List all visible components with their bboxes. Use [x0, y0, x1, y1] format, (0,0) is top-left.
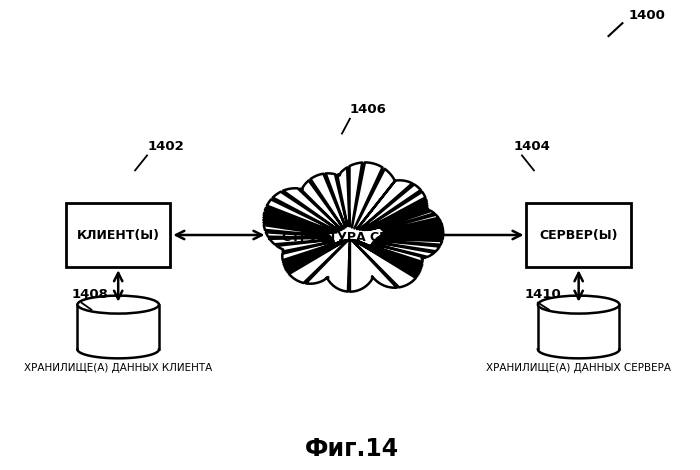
Text: КЛИЕНТ(Ы): КЛИЕНТ(Ы)	[77, 228, 160, 242]
Text: СТРУКТУРА СВЯЗИ: СТРУКТУРА СВЯЗИ	[282, 232, 418, 244]
Bar	[78, 305, 159, 349]
Ellipse shape	[538, 296, 620, 313]
Bar	[538, 305, 620, 349]
Text: 1408: 1408	[71, 288, 108, 301]
Ellipse shape	[78, 296, 159, 313]
Text: 1406: 1406	[350, 102, 387, 116]
Text: 1410: 1410	[525, 288, 561, 301]
Text: 1404: 1404	[514, 141, 551, 154]
Text: Фиг.14: Фиг.14	[305, 437, 399, 461]
Text: 1402: 1402	[148, 141, 185, 154]
Text: 1400: 1400	[629, 9, 665, 22]
Polygon shape	[263, 163, 443, 292]
Text: СЕРВЕР(Ы): СЕРВЕР(Ы)	[540, 228, 618, 242]
Text: ХРАНИЛИЩЕ(А) ДАННЫХ КЛИЕНТА: ХРАНИЛИЩЕ(А) ДАННЫХ КЛИЕНТА	[24, 363, 212, 373]
Bar	[526, 203, 631, 267]
Text: ХРАНИЛИЩЕ(А) ДАННЫХ СЕРВЕРА: ХРАНИЛИЩЕ(А) ДАННЫХ СЕРВЕРА	[486, 363, 671, 373]
Bar	[66, 203, 170, 267]
